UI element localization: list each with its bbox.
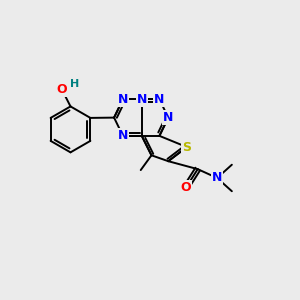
Text: N: N: [154, 93, 165, 106]
Text: N: N: [118, 129, 128, 142]
Text: H: H: [70, 79, 79, 89]
Text: O: O: [181, 181, 191, 194]
Text: N: N: [212, 172, 222, 184]
Text: N: N: [136, 93, 147, 106]
Text: O: O: [56, 83, 67, 96]
Text: N: N: [163, 111, 173, 124]
Text: N: N: [118, 93, 128, 106]
Text: S: S: [182, 141, 191, 154]
